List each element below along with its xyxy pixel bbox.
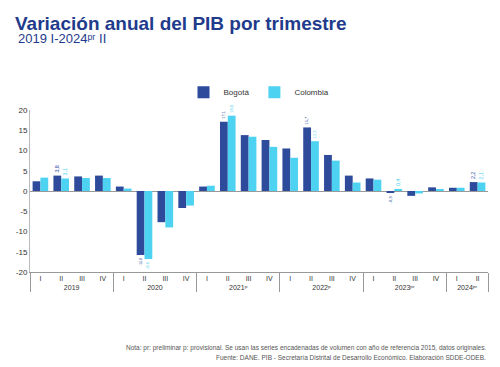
svg-text:5: 5 (23, 167, 28, 176)
svg-text:2019: 2019 (64, 284, 80, 291)
svg-text:2,2: 2,2 (470, 172, 476, 179)
svg-text:3,1: 3,1 (62, 168, 68, 175)
svg-text:IV: IV (100, 275, 107, 282)
svg-text:IV: IV (433, 275, 440, 282)
svg-text:I: I (456, 275, 458, 282)
svg-text:15: 15 (18, 126, 27, 135)
svg-text:2024ᵖʳ: 2024ᵖʳ (457, 284, 477, 291)
svg-text:I: I (373, 275, 375, 282)
svg-text:18,6: 18,6 (229, 105, 234, 113)
svg-text:2,1: 2,1 (478, 172, 484, 179)
svg-text:-15,8: -15,8 (139, 258, 143, 266)
svg-text:III: III (79, 275, 85, 282)
svg-text:10: 10 (18, 146, 27, 155)
svg-text:Colombia: Colombia (294, 88, 328, 97)
svg-text:2021ᵖ: 2021ᵖ (229, 284, 248, 291)
svg-text:-15: -15 (16, 248, 28, 257)
svg-text:III: III (162, 275, 168, 282)
svg-text:IV: IV (349, 275, 356, 282)
svg-text:12,3: 12,3 (312, 131, 317, 139)
svg-text:Fuente: DANE. PIB - Secretaría: Fuente: DANE. PIB - Secretaría Distrital… (216, 354, 486, 361)
svg-text:2022ᵖ: 2022ᵖ (312, 284, 331, 291)
svg-text:III: III (329, 275, 335, 282)
svg-text:15,7: 15,7 (304, 117, 309, 125)
svg-text:20: 20 (18, 106, 27, 115)
svg-text:II: II (476, 275, 480, 282)
svg-text:2023ᵖʳ: 2023ᵖʳ (395, 284, 415, 291)
svg-text:17,1: 17,1 (221, 111, 226, 119)
svg-text:Variación anual del PIB por tr: Variación anual del PIB por trimestre (15, 13, 347, 34)
svg-text:I: I (206, 275, 208, 282)
svg-text:-10: -10 (16, 227, 28, 236)
svg-text:II: II (59, 275, 63, 282)
svg-text:II: II (309, 275, 313, 282)
svg-text:2020: 2020 (147, 284, 163, 291)
svg-text:IV: IV (266, 275, 273, 282)
svg-text:-5: -5 (20, 207, 28, 216)
svg-text:I: I (39, 275, 41, 282)
svg-text:II: II (226, 275, 230, 282)
svg-text:-0,3: -0,3 (388, 196, 393, 204)
svg-text:0,4: 0,4 (395, 179, 401, 186)
svg-text:II: II (143, 275, 147, 282)
svg-text:I: I (289, 275, 291, 282)
svg-text:IV: IV (183, 275, 190, 282)
svg-text:-16,8: -16,8 (146, 262, 150, 270)
svg-text:2019 I-2024ᵖʳ II: 2019 I-2024ᵖʳ II (18, 31, 106, 46)
svg-text:III: III (412, 275, 418, 282)
svg-text:III: III (246, 275, 252, 282)
svg-text:0: 0 (23, 187, 28, 196)
svg-text:Bogotá: Bogotá (224, 88, 250, 97)
svg-text:-20: -20 (16, 268, 28, 277)
svg-text:3,8: 3,8 (54, 165, 60, 172)
svg-text:II: II (392, 275, 396, 282)
svg-text:Nota: pr: preliminar p: provis: Nota: pr: preliminar p: provisional. Se … (126, 344, 486, 352)
svg-text:I: I (123, 275, 125, 282)
